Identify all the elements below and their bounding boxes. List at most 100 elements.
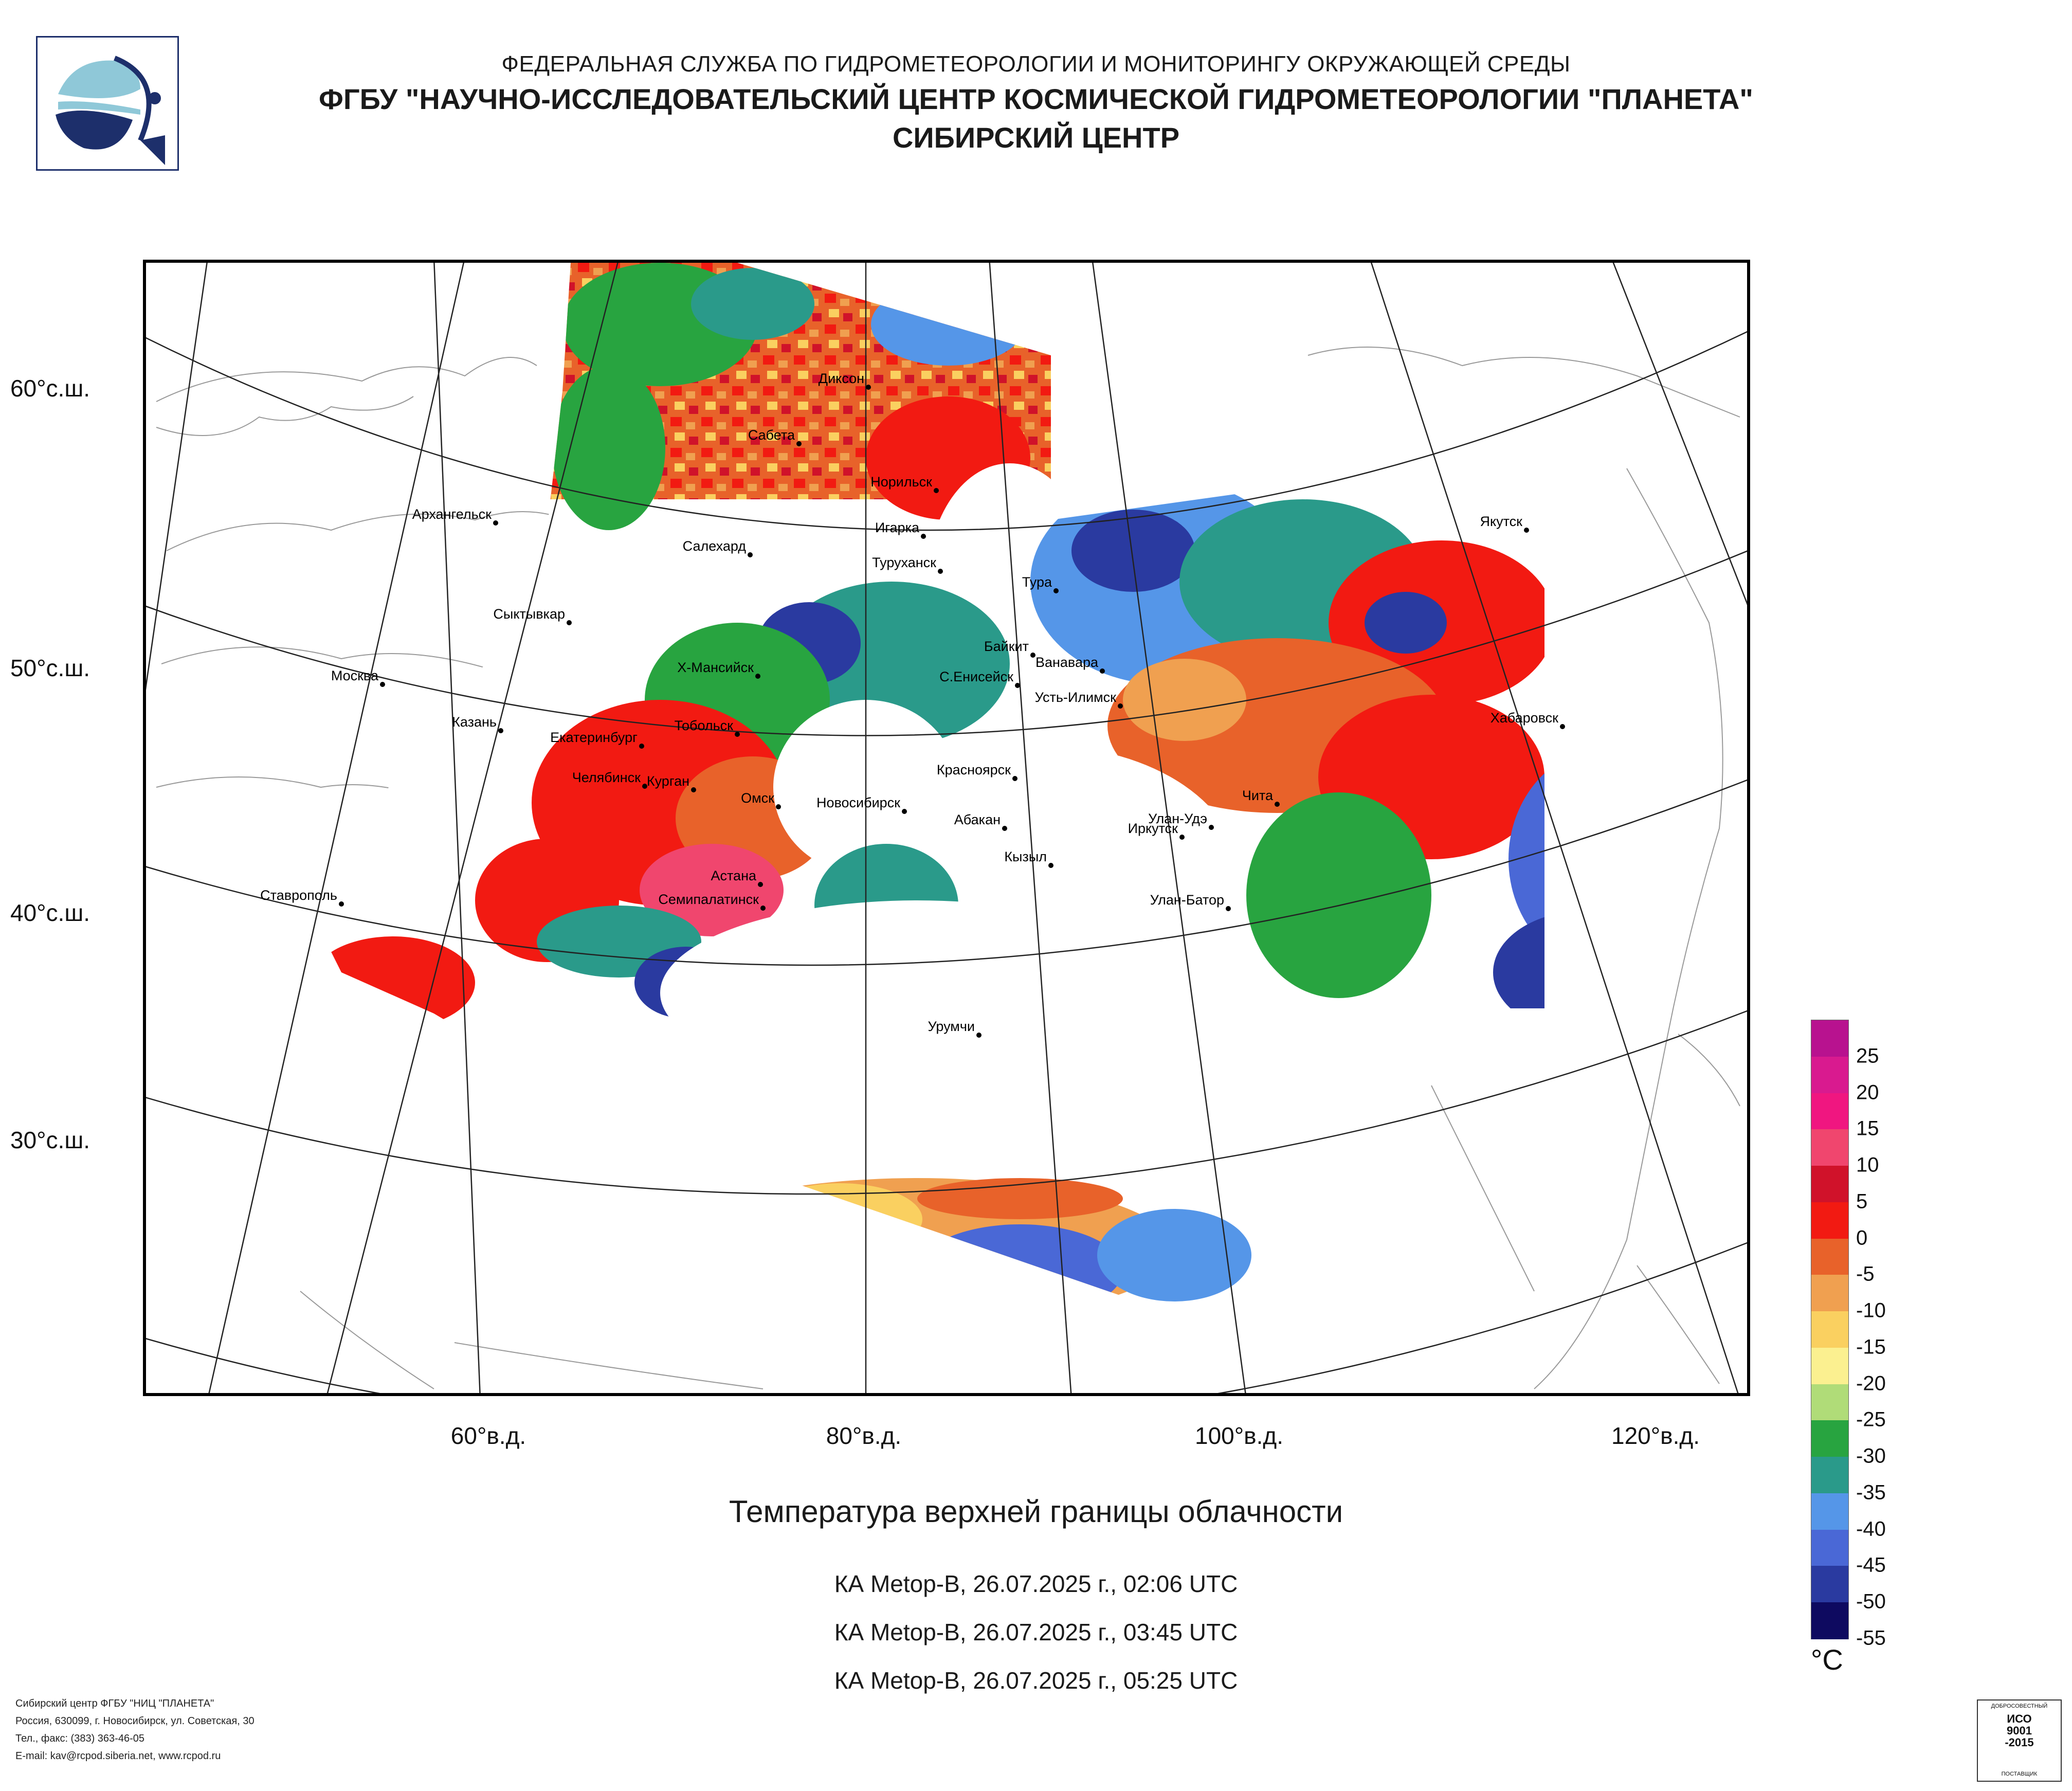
colorbar-segment — [1811, 1202, 1848, 1239]
city-dot — [493, 520, 498, 526]
city-dot — [1226, 906, 1231, 911]
footer-phone: Тел., факс: (383) 363-46-05 — [15, 1733, 144, 1744]
colorbar-tick-label: 25 — [1856, 1044, 1879, 1068]
city-label: Сыктывкар — [493, 606, 565, 622]
city-label: Туруханск — [872, 555, 936, 570]
city-dot — [934, 488, 939, 493]
city-dot — [748, 552, 753, 557]
city-label: Астана — [711, 868, 756, 883]
map-panel: Диксон Сабета Норильск Архангельск Салехард И… — [143, 260, 1750, 1396]
city-dot — [567, 620, 572, 625]
colorbar-tick-label: -55 — [1856, 1626, 1886, 1650]
colorbar-tick-label: 5 — [1856, 1190, 1868, 1213]
city-dot — [1002, 826, 1007, 831]
colorbar-segment — [1811, 1384, 1848, 1421]
city-markers: Диксон Сабета Норильск Архангельск Салехард И… — [260, 371, 1565, 1038]
city-dot — [1179, 835, 1185, 840]
city-dot — [691, 787, 696, 792]
footer-address: Россия, 630099, г. Новосибирск, ул. Сове… — [15, 1715, 255, 1727]
city-label: Абакан — [954, 812, 1001, 827]
coastlines — [156, 347, 1740, 1389]
temperature-colorbar — [1811, 1020, 1849, 1639]
city-label: С.Енисейск — [939, 669, 1013, 684]
colorbar-tick-label: -5 — [1856, 1262, 1875, 1286]
city-label: Усть-Илимск — [1035, 690, 1117, 705]
city-label: Иркутск — [1128, 821, 1178, 836]
colorbar-segment — [1811, 1238, 1848, 1276]
agency-title: ФЕДЕРАЛЬНАЯ СЛУЖБА ПО ГИДРОМЕТЕОРОЛОГИИ … — [501, 51, 1571, 77]
iso-certification-badge: ДОБРОСОВЕСТНЫЙ ИСО 9001 -2015 ПОСТАВЩИК — [1977, 1699, 2062, 1782]
city-dot — [1118, 703, 1123, 709]
city-dot — [642, 784, 647, 789]
city-label: Курган — [647, 773, 689, 789]
city-dot — [1012, 776, 1017, 781]
colorbar-segment — [1811, 1020, 1848, 1057]
lat-label-60: 60°с.ш. — [10, 375, 90, 402]
city-label: Челябинск — [572, 770, 641, 785]
colorbar-tick-label: 0 — [1856, 1226, 1868, 1250]
colorbar-tick-label: 20 — [1856, 1081, 1879, 1104]
city-label: Семипалатинск — [658, 892, 759, 907]
city-dot — [796, 441, 802, 446]
colorbar-segment — [1811, 1093, 1848, 1130]
planeta-logo — [36, 36, 179, 171]
lon-label-60: 60°в.д. — [450, 1422, 526, 1449]
city-label: Х-Мансийск — [677, 660, 754, 675]
map-caption: Температура верхней границы облачности — [729, 1494, 1343, 1529]
satellite-pass-3: КА Metop-B, 26.07.2025 г., 05:25 UTC — [834, 1667, 1238, 1694]
satellite-swath — [326, 263, 1544, 1317]
city-label: Тобольск — [675, 718, 734, 733]
lat-label-30: 30°с.ш. — [10, 1127, 90, 1153]
colorbar-segment — [1811, 1056, 1848, 1094]
city-label: Якутск — [1480, 514, 1523, 529]
satellite-pass-2: КА Metop-B, 26.07.2025 г., 03:45 UTC — [834, 1619, 1238, 1645]
city-label: Красноярск — [937, 762, 1011, 777]
city-label: Салехард — [683, 538, 747, 554]
city-label: Норильск — [870, 474, 932, 490]
city-dot — [1209, 825, 1214, 830]
colorbar-tick-label: -20 — [1856, 1372, 1886, 1395]
city-label: Сабета — [748, 427, 795, 443]
colorbar-tick-label: -15 — [1856, 1335, 1886, 1359]
colorbar-segment — [1811, 1275, 1848, 1312]
city-dot — [1048, 863, 1053, 868]
city-dot — [1053, 588, 1059, 593]
colorbar-tick-label: -25 — [1856, 1408, 1886, 1431]
city-dot — [938, 569, 943, 574]
city-dot — [1275, 802, 1280, 807]
city-label: Москва — [331, 668, 379, 683]
iso-badge-main: ИСО — [2007, 1712, 2032, 1725]
city-dot — [866, 385, 871, 390]
colorbar-segment — [1811, 1566, 1848, 1603]
city-label: Новосибирск — [816, 795, 900, 810]
city-label: Ванавара — [1035, 655, 1099, 670]
colorbar-segment — [1811, 1457, 1848, 1494]
city-label: Улан-Батор — [1150, 892, 1224, 908]
center-subtitle: СИБИРСКИЙ ЦЕНТР — [892, 121, 1180, 154]
city-dot — [755, 674, 760, 679]
city-label: Екатеринбург — [550, 730, 638, 745]
colorbar-segment — [1811, 1420, 1848, 1458]
city-dot — [498, 728, 503, 733]
city-label: Казань — [452, 714, 497, 730]
city-label: Улан-Удэ — [1148, 811, 1207, 826]
center-title: ФГБУ "НАУЧНО-ИССЛЕДОВАТЕЛЬСКИЙ ЦЕНТР КОС… — [319, 83, 1753, 115]
city-dot — [1015, 683, 1020, 688]
city-label: Хабаровск — [1491, 710, 1558, 726]
footer-contacts: E-mail: kav@rcpod.siberia.net, www.rcpod… — [15, 1750, 221, 1762]
cloud-top-temperature-map: Диксон Сабета Норильск Архангельск Салехард И… — [146, 263, 1747, 1393]
colorbar-tick-label: -50 — [1856, 1590, 1886, 1613]
city-dot — [380, 682, 385, 687]
city-dot — [1524, 528, 1529, 533]
city-label: Кызыл — [1004, 849, 1047, 864]
city-label: Байкит — [984, 639, 1029, 654]
city-dot — [1030, 653, 1035, 658]
city-dot — [1560, 724, 1565, 729]
colorbar-tick-label: -10 — [1856, 1299, 1886, 1322]
lon-label-120: 120°в.д. — [1611, 1422, 1700, 1449]
city-dot — [760, 906, 766, 911]
iso-badge-top: ДОБРОСОВЕСТНЫЙ — [1991, 1703, 2048, 1709]
colorbar-segment — [1811, 1602, 1848, 1639]
iso-badge-year: -2015 — [2005, 1736, 2034, 1749]
satellite-pass-1: КА Metop-B, 26.07.2025 г., 02:06 UTC — [834, 1570, 1238, 1597]
